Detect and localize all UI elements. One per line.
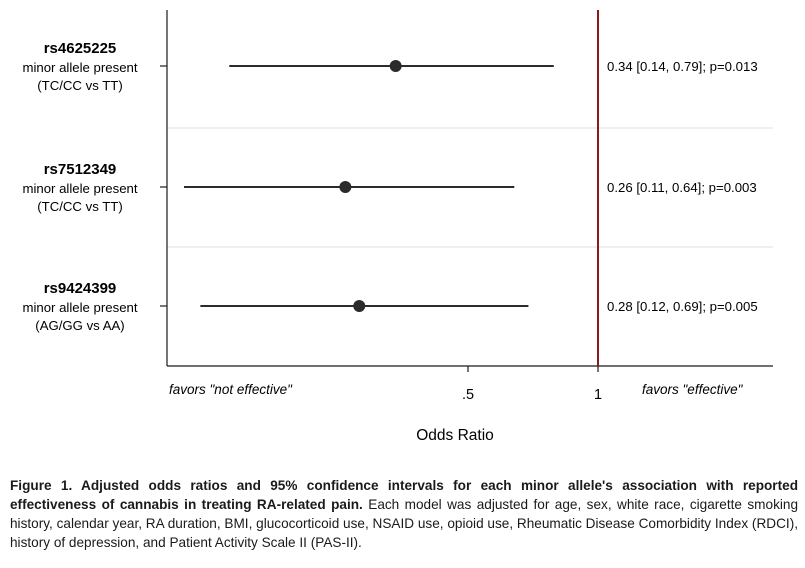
forest-row: rs4625225 minor allele present (TC/CC vs T… xyxy=(22,40,757,93)
row-annotation: 0.34 [0.14, 0.79]; p=0.013 xyxy=(607,59,758,74)
odds-ratio-marker xyxy=(389,60,402,72)
caption-bold: Figure 1. Adjusted odds ratios and 95% c… xyxy=(10,478,798,512)
direction-right-label: favors "effective" xyxy=(642,382,744,397)
direction-left-label: favors "not effective" xyxy=(169,382,293,397)
row-annotation: 0.28 [0.12, 0.69]; p=0.005 xyxy=(607,299,758,314)
caption-text: Each model was adjusted for age, sex, wh… xyxy=(10,497,799,550)
x-tick-label: 1 xyxy=(594,387,602,403)
x-tick-label: .5 xyxy=(462,387,474,403)
forest-row: rs9424399 minor allele present (AG/GG vs A… xyxy=(22,280,757,333)
forest-row: rs7512349 minor allele present (TC/CC vs T… xyxy=(22,161,756,214)
row-comparison-label: (AG/GG vs AA) xyxy=(35,318,124,333)
row-snp-label: rs4625225 xyxy=(44,40,117,57)
x-ticks: .5 1 xyxy=(462,366,602,403)
row-comparison-label: (TC/CC vs TT) xyxy=(37,78,122,93)
row-desc-label: minor allele present xyxy=(22,60,137,75)
odds-ratio-marker xyxy=(353,300,366,312)
forest-rows: rs4625225 minor allele present (TC/CC vs T… xyxy=(22,40,757,333)
row-desc-label: minor allele present xyxy=(22,300,137,315)
row-snp-label: rs7512349 xyxy=(44,161,117,178)
x-axis-title: Odds Ratio xyxy=(416,427,494,444)
row-annotation: 0.26 [0.11, 0.64]; p=0.003 xyxy=(607,180,757,195)
row-snp-label: rs9424399 xyxy=(44,280,117,297)
figure-caption: Figure 1. Adjusted odds ratios and 95% c… xyxy=(10,476,798,552)
odds-ratio-marker xyxy=(339,181,352,193)
forest-plot: rs4625225 minor allele present (TC/CC vs T… xyxy=(22,10,773,444)
row-comparison-label: (TC/CC vs TT) xyxy=(37,199,122,214)
row-separators xyxy=(167,127,773,248)
row-desc-label: minor allele present xyxy=(22,181,137,196)
